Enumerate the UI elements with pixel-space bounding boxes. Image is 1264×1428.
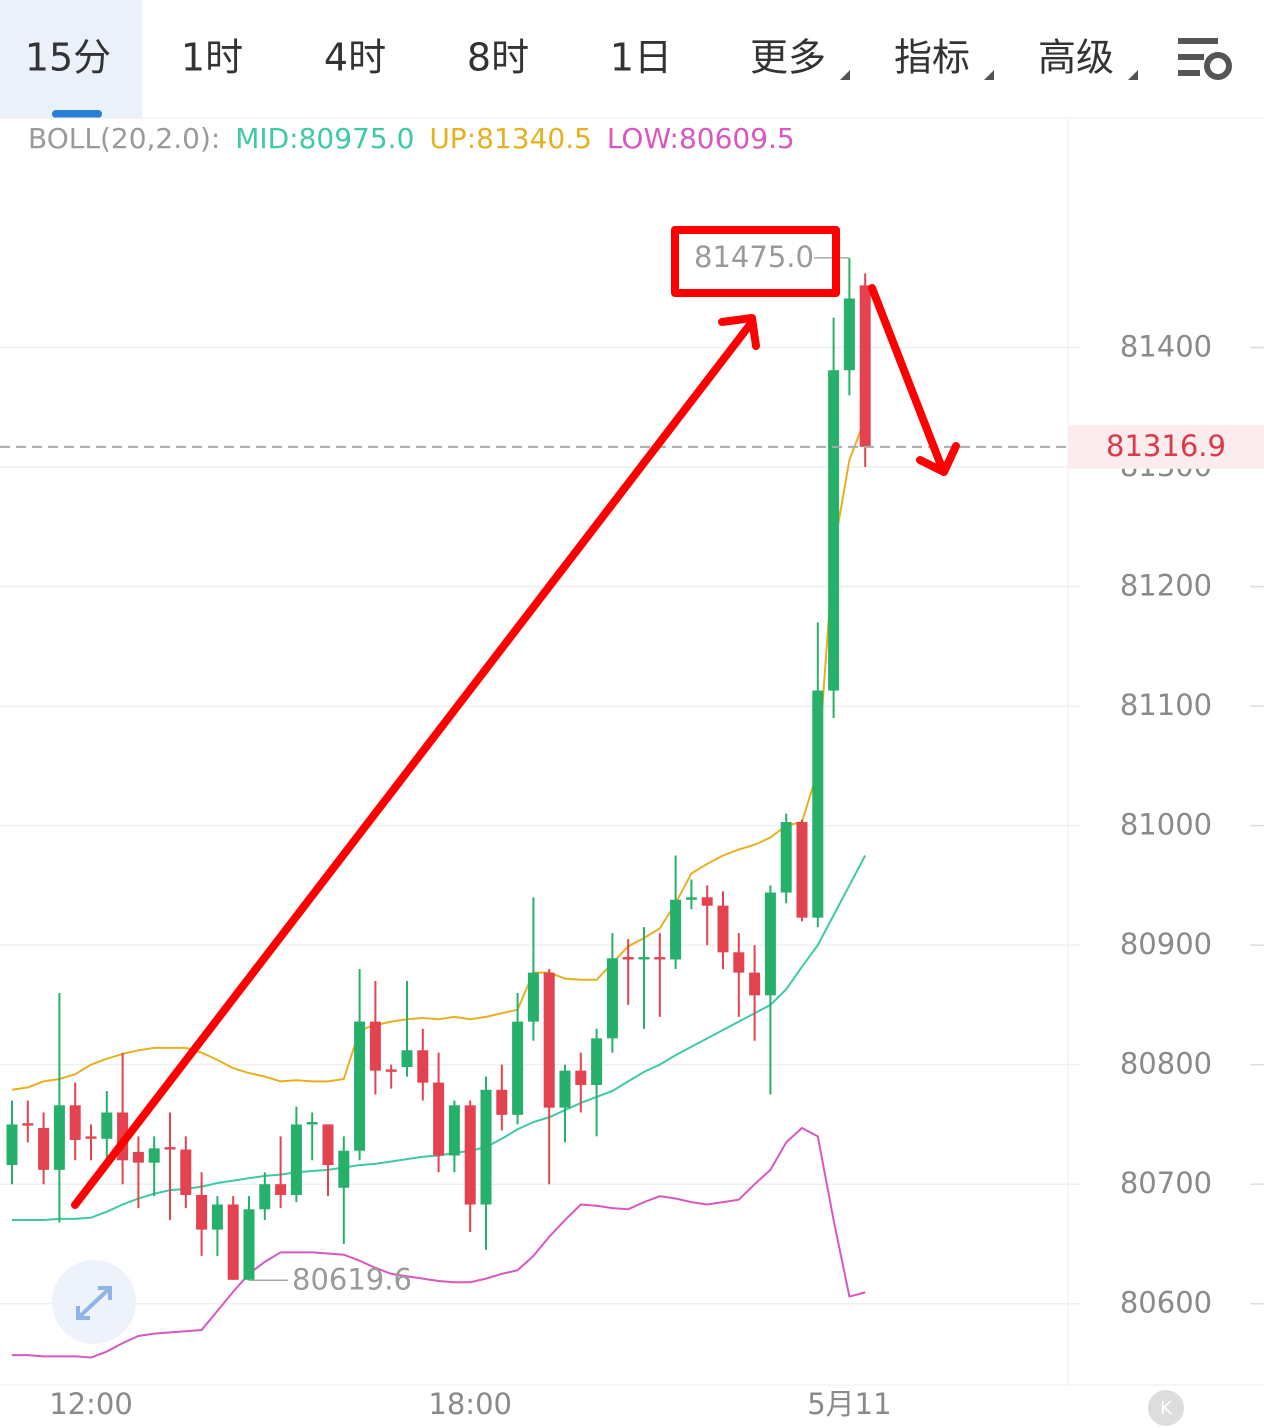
candle-body: [354, 1021, 366, 1151]
tab[interactable]: 4时: [324, 36, 386, 80]
candle-body: [796, 822, 808, 918]
candle-body: [369, 1021, 381, 1071]
last-price-label: 81316.9: [1106, 429, 1226, 463]
tab[interactable]: 1时: [181, 36, 243, 80]
active-tab-underline: [52, 110, 102, 118]
annotation-arrows: [71, 226, 960, 1209]
candle-body: [322, 1124, 334, 1166]
min-label: 80619.6: [292, 1262, 412, 1296]
candle-body: [338, 1150, 350, 1188]
candle-body: [638, 957, 650, 960]
y-tick-label: 81000: [1120, 808, 1212, 842]
y-tick-label: 80800: [1120, 1047, 1212, 1081]
candle-body: [164, 1147, 176, 1150]
legend-low: LOW:80609.5: [607, 122, 795, 155]
x-tick-label: 18:00: [428, 1387, 512, 1421]
candle-body: [85, 1136, 97, 1139]
candle-body: [749, 972, 761, 996]
candle-body: [290, 1124, 302, 1195]
svg-text:K: K: [1160, 1398, 1173, 1419]
candle-body: [480, 1089, 492, 1205]
candle-body: [859, 285, 871, 447]
candle-body: [275, 1184, 287, 1195]
candle-body: [53, 1105, 65, 1170]
candle-body: [843, 298, 855, 371]
candle-body: [575, 1070, 587, 1085]
candle-body: [670, 899, 682, 960]
candle-body: [701, 897, 713, 906]
candle-body: [132, 1151, 144, 1163]
candle-body: [543, 972, 555, 1108]
candle-body: [69, 1105, 81, 1140]
candle-body: [606, 958, 618, 1039]
candle-body: [448, 1105, 460, 1156]
candle-body: [654, 957, 666, 960]
candle-body: [148, 1148, 160, 1163]
tab[interactable]: 更多: [750, 36, 826, 80]
candle-body: [496, 1089, 508, 1115]
candle-body: [512, 1021, 524, 1115]
candle-body: [6, 1124, 18, 1166]
tab[interactable]: 15分: [25, 36, 111, 80]
candle-body: [828, 370, 840, 691]
k-icon[interactable]: K: [1148, 1390, 1184, 1426]
tab[interactable]: 指标: [894, 36, 970, 80]
last-price-box: [1068, 424, 1264, 469]
candle-body: [559, 1070, 571, 1108]
candle-body: [385, 1069, 397, 1072]
candle-body: [717, 905, 729, 953]
candle-body: [22, 1123, 34, 1126]
tab[interactable]: 高级: [1038, 36, 1114, 80]
candle-body: [401, 1050, 413, 1068]
y-tick-label: 80600: [1120, 1286, 1212, 1320]
candle-body: [417, 1050, 429, 1083]
boll-line: [12, 1126, 866, 1359]
candle-body: [196, 1194, 208, 1230]
y-tick-label: 81100: [1120, 688, 1212, 722]
y-tick-label: 80700: [1120, 1166, 1212, 1200]
candle-body: [211, 1204, 223, 1230]
indicator-name: BOLL(20,2.0):: [28, 122, 220, 155]
tab[interactable]: 1日: [610, 36, 672, 80]
candle-body: [227, 1204, 239, 1280]
x-tick-label: 12:00: [49, 1387, 133, 1421]
candle-body: [733, 952, 745, 973]
dropdown-mark: [984, 70, 994, 80]
candle-body: [464, 1105, 476, 1205]
expand-icon[interactable]: [52, 1260, 136, 1344]
tab-bar: 15分 1时 4时 8时 1日 更多 指标 高级: [25, 36, 1138, 80]
plot: 8060080700808008090081000811008120081300…: [0, 240, 1264, 1421]
candle-body: [685, 897, 697, 900]
candle-body: [527, 972, 539, 1022]
legend-mid: MID:80975.0: [235, 122, 414, 155]
indicator-legend: BOLL(20,2.0): MID:80975.0 UP:81340.5 LOW…: [28, 122, 795, 155]
candle-body: [306, 1122, 318, 1125]
candle-body: [622, 957, 634, 960]
max-label: 81475.0: [694, 240, 814, 274]
y-tick-label: 80900: [1120, 927, 1212, 961]
active-tab-bg: [0, 0, 142, 118]
tab[interactable]: 8时: [467, 36, 529, 80]
x-tick-label: 5月11: [807, 1387, 891, 1421]
dropdown-mark: [840, 70, 850, 80]
dropdown-mark: [1128, 70, 1138, 80]
settings-icon[interactable]: [1178, 38, 1232, 80]
candle-body: [101, 1112, 113, 1139]
y-tick-label: 81400: [1120, 329, 1212, 363]
candle-body: [433, 1082, 445, 1156]
candle-body: [780, 822, 792, 893]
candle-body: [764, 892, 776, 996]
candle-body: [243, 1209, 255, 1280]
legend-up: UP:81340.5: [429, 122, 592, 155]
boll-line: [11, 418, 867, 1091]
candle-body: [38, 1128, 50, 1170]
candle-body: [591, 1038, 603, 1085]
candle-body: [259, 1184, 271, 1210]
y-tick-label: 81200: [1120, 569, 1212, 603]
candle-body: [180, 1149, 192, 1195]
candle-body: [812, 690, 824, 918]
